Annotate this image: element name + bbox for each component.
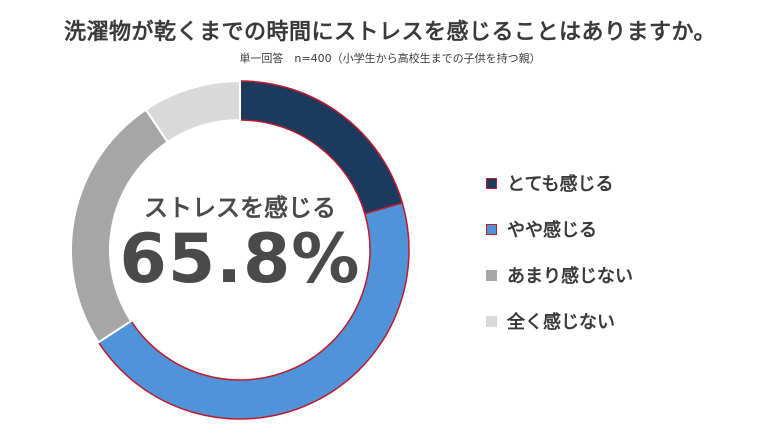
legend-swatch [486, 269, 497, 281]
legend-item: 全く感じない [486, 298, 633, 344]
chart-subtitle: 単一回答 n=400（小学生から高校生までの子供を持つ親） [239, 52, 541, 65]
donut-slice-2 [97, 201, 410, 420]
legend-swatch [486, 315, 497, 327]
legend-label: やや感じる [507, 220, 597, 241]
legend-label: あまり感じない [507, 266, 633, 287]
legend-item: やや感じる [486, 206, 633, 252]
center-label: ストレスを感じる [144, 194, 336, 222]
legend: とても感じる やや感じるあまり感じない 全く感じない [486, 160, 633, 344]
legend-label: 全く感じない [507, 312, 615, 333]
legend-label: とても感じる [507, 174, 614, 195]
donut-chart [70, 79, 410, 420]
chart-title: 洗濯物が乾くまでの時間にストレスを感じることはありますか。 [63, 20, 717, 45]
donut-slice-4 [144, 79, 241, 144]
center-value: 65.8% [119, 220, 361, 299]
legend-item: とても感じる [486, 160, 633, 206]
legend-item: あまり感じない [486, 252, 633, 298]
legend-swatch [486, 223, 497, 235]
legend-swatch [486, 177, 497, 189]
